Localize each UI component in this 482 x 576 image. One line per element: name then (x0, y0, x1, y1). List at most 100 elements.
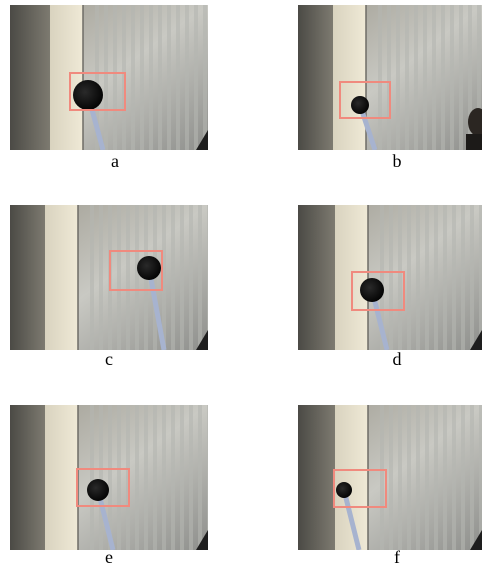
curtain-fold (425, 405, 429, 550)
wall (333, 5, 366, 150)
curtain-fold (423, 5, 427, 150)
photo (10, 5, 208, 150)
figure: a b c d e f (0, 0, 482, 571)
curtain-fold (389, 205, 393, 350)
curtain-fold (171, 205, 175, 350)
shadow-left (10, 5, 50, 150)
shadow-left (298, 205, 335, 350)
shadow-left (10, 205, 45, 350)
photo (298, 405, 482, 550)
scene (298, 205, 482, 350)
curtain-fold (149, 5, 153, 150)
curtain-fold (396, 5, 400, 150)
panel-label: a (111, 151, 119, 171)
curtain-fold (153, 405, 157, 550)
ball (137, 256, 161, 280)
curtain-fold (414, 5, 418, 150)
curtain-fold (198, 405, 202, 550)
curtain-fold (443, 405, 447, 550)
curtain-fold (90, 205, 94, 350)
curtain-fold (117, 405, 121, 550)
scene (10, 405, 211, 550)
curtain-fold (416, 405, 420, 550)
curtain-fold (452, 205, 456, 350)
curtain-fold (378, 5, 382, 150)
scene (10, 5, 208, 150)
wall (45, 405, 78, 550)
curtain-fold (207, 405, 211, 550)
ball (351, 96, 369, 114)
curtain-fold (99, 205, 103, 350)
curtain-fold (470, 205, 474, 350)
curtain-fold (434, 205, 438, 350)
wall (50, 5, 83, 150)
curtain-fold (185, 5, 189, 150)
scene (298, 405, 482, 550)
panel-label: b (393, 151, 402, 171)
curtain-fold (459, 5, 463, 150)
curtain-fold (416, 205, 420, 350)
curtain-fold (176, 5, 180, 150)
photo (10, 205, 211, 350)
panel-label: c (105, 349, 113, 369)
curtain-fold (99, 405, 103, 550)
curtain-fold (167, 5, 171, 150)
curtain-fold (117, 205, 121, 350)
curtain-fold (131, 5, 135, 150)
curtain-fold (443, 205, 447, 350)
curtain-fold (158, 5, 162, 150)
curtain-fold (162, 405, 166, 550)
curtain-fold (126, 205, 130, 350)
ball (87, 479, 109, 501)
curtain-fold (140, 5, 144, 150)
curtain-fold (203, 5, 207, 150)
curtain-fold (189, 405, 193, 550)
curtain-fold (432, 5, 436, 150)
curtain-fold (189, 205, 193, 350)
curtain-fold (198, 205, 202, 350)
curtain-fold (180, 405, 184, 550)
curtain-fold (452, 405, 456, 550)
shadow-left (10, 405, 45, 550)
curtain-fold (90, 405, 94, 550)
curtain-fold (405, 5, 409, 150)
curtain-fold (144, 405, 148, 550)
curtain-fold (407, 405, 411, 550)
curtain-fold (135, 205, 139, 350)
curtain-fold (461, 405, 465, 550)
photo (10, 405, 211, 550)
curtain-fold (461, 205, 465, 350)
curtain-fold (113, 5, 117, 150)
shadow-left (298, 405, 335, 550)
curtain-fold (470, 405, 474, 550)
photo (298, 5, 482, 150)
curtain-fold (207, 205, 211, 350)
panel-label: f (394, 547, 400, 567)
curtain-fold (180, 205, 184, 350)
curtain-fold (380, 405, 384, 550)
ball (73, 80, 103, 110)
curtain-fold (425, 205, 429, 350)
shadow-left (298, 5, 333, 150)
panel-label: d (393, 349, 402, 369)
curtain-fold (387, 5, 391, 150)
curtain-fold (194, 5, 198, 150)
photo (298, 205, 482, 350)
ball (336, 482, 352, 498)
scene (298, 5, 482, 150)
curtain-fold (441, 5, 445, 150)
person-body (466, 134, 482, 150)
scene (10, 205, 211, 350)
wall (45, 205, 78, 350)
curtain-fold (398, 405, 402, 550)
panel-label: e (105, 547, 113, 567)
ball (360, 278, 384, 302)
curtain-fold (450, 5, 454, 150)
curtain-fold (398, 205, 402, 350)
curtain-fold (389, 405, 393, 550)
curtain-fold (434, 405, 438, 550)
curtain-fold (135, 405, 139, 550)
curtain-fold (407, 205, 411, 350)
curtain-fold (171, 405, 175, 550)
curtain-fold (104, 5, 108, 150)
